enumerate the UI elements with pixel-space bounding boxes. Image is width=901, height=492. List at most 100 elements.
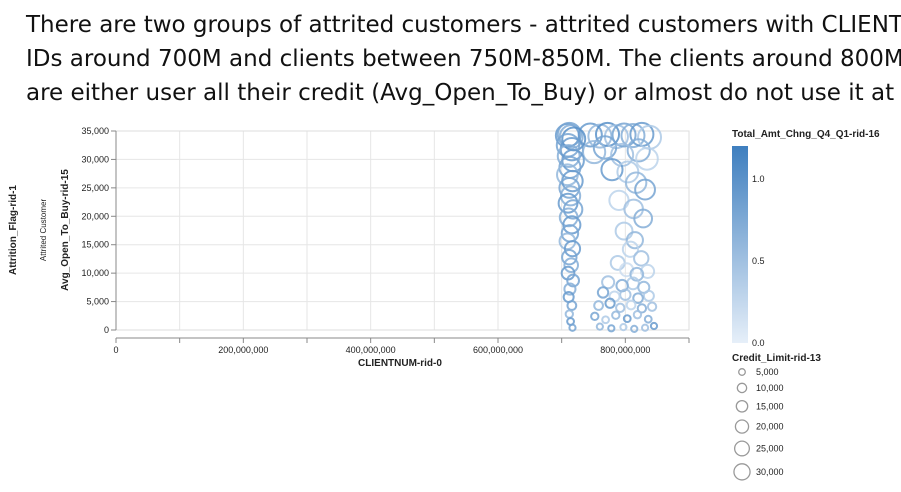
size-legend-symbol <box>736 382 748 394</box>
points <box>554 121 663 333</box>
scatter-point <box>582 139 607 165</box>
y-tick-label: 35,000 <box>81 126 109 136</box>
scatter-point <box>562 215 582 235</box>
row-facet-value: Attrited Customer <box>39 199 48 262</box>
scatter-point <box>632 309 643 320</box>
scatter-point <box>595 322 604 331</box>
size-legend-label: 15,000 <box>756 401 784 411</box>
scatter-point <box>649 321 659 331</box>
scatter-point <box>611 122 637 148</box>
scatter-point <box>601 315 610 325</box>
color-legend: Total_Amt_Chng_Q4_Q1-rid-16 1.0 0.5 0.0 <box>732 129 880 348</box>
scatter-point <box>566 300 578 311</box>
scatter-point <box>611 310 621 320</box>
scatter-point <box>557 192 579 214</box>
scatter-point <box>577 122 603 148</box>
scatter-point <box>633 208 654 229</box>
size-legend-symbol <box>734 419 750 434</box>
scatter-point <box>563 240 582 258</box>
scatter-point <box>622 314 632 324</box>
scatter-point <box>563 282 577 296</box>
y-tick-label: 15,000 <box>81 240 109 250</box>
size-legend-label: 5,000 <box>756 367 779 377</box>
y-tick-label: 5,000 <box>86 297 109 307</box>
scatter-point <box>632 292 644 304</box>
size-legend-title: Credit_Limit-rid-13 <box>732 353 821 364</box>
scatter-point <box>619 323 628 332</box>
y-tick-label: 20,000 <box>81 211 109 221</box>
scatter-point <box>646 301 658 312</box>
y-tick-label: 10,000 <box>81 268 109 278</box>
scatter-point <box>590 311 600 322</box>
scatter-point <box>634 178 656 201</box>
scatter-point <box>558 176 581 199</box>
scatter-point <box>621 240 640 258</box>
axes: 0 5,000 10,000 15,000 20,000 25,000 30,000 35,0… <box>81 126 690 355</box>
scatter-point <box>620 123 646 149</box>
scatter-point <box>629 266 645 282</box>
x-tick-label: 200,000,000 <box>218 345 268 355</box>
size-legend-symbol <box>733 440 751 457</box>
scatter-point <box>596 286 610 299</box>
x-tick-label: 600,000,000 <box>473 345 523 355</box>
row-facet-title: Attrition_Flag-rid-1 <box>8 185 19 275</box>
scatter-point <box>615 302 626 313</box>
color-legend-title: Total_Amt_Chng_Q4_Q1-rid-16 <box>732 129 880 140</box>
color-legend-tick-label: 0.5 <box>752 256 765 266</box>
size-legend-label: 30,000 <box>756 467 784 477</box>
y-tick-label: 25,000 <box>81 183 109 193</box>
scatter-point <box>563 257 580 273</box>
scatter-point <box>636 303 648 314</box>
size-legend: Credit_Limit-rid-13 5,000 10,000 15,000 20,… <box>732 353 821 481</box>
scatter-point <box>623 198 644 220</box>
x-tick-label: 400,000,000 <box>346 345 396 355</box>
scatter-point <box>643 314 653 324</box>
x-tick-label: 800,000,000 <box>600 345 650 355</box>
scatter-point <box>566 273 581 288</box>
scatter-point <box>626 138 651 163</box>
scatter-point <box>604 297 616 309</box>
color-legend-tick-label: 0.0 <box>752 338 765 348</box>
size-legend-symbol <box>738 368 746 376</box>
scatter-point <box>640 263 656 279</box>
y-tick-label: 30,000 <box>81 154 109 164</box>
headline-text: There are two groups of attrited custome… <box>26 8 901 110</box>
color-legend-ramp <box>732 146 748 343</box>
headline-line-1: There are two groups of attrited custome… <box>26 12 901 38</box>
scatter-point <box>592 135 618 160</box>
scatter-point <box>600 158 624 182</box>
scatter-point <box>633 250 650 267</box>
y-tick-label: 0 <box>104 325 109 335</box>
scatter-point <box>630 324 639 333</box>
scatter-point <box>556 163 579 187</box>
scatter-point <box>601 275 616 290</box>
scatter-point <box>625 231 644 250</box>
scatter-point <box>593 300 604 311</box>
scatter-point <box>635 147 659 171</box>
size-legend-label: 25,000 <box>756 443 784 453</box>
scatter-point <box>607 324 616 333</box>
size-legend-symbol <box>735 399 749 413</box>
size-legend-symbol <box>733 463 751 481</box>
color-legend-tick-label: 1.0 <box>752 174 765 184</box>
scatter-point <box>561 249 578 266</box>
scatter-point <box>564 309 574 319</box>
headline-line-3: are either user all their credit (Avg_Op… <box>26 80 901 106</box>
scatter-point <box>568 323 577 332</box>
scatter-point <box>594 121 621 147</box>
x-axis-title: CLIENTNUM-rid-0 <box>358 358 442 369</box>
scatter-point <box>642 289 655 302</box>
scatter-point <box>614 221 634 241</box>
scatter-point <box>625 299 637 311</box>
grid <box>115 130 690 331</box>
plot-frame <box>115 130 690 331</box>
size-legend-label: 10,000 <box>756 383 784 393</box>
scatter-point <box>556 144 581 168</box>
headline-line-2: IDs around 700M and clients between 750M… <box>26 46 901 72</box>
y-axis-title: Avg_Open_To_Buy-rid-15 <box>60 169 71 291</box>
x-tick-label: 0 <box>113 345 118 355</box>
size-legend-label: 20,000 <box>756 422 784 432</box>
scatter-point <box>609 254 626 271</box>
scatter-point <box>640 323 650 332</box>
